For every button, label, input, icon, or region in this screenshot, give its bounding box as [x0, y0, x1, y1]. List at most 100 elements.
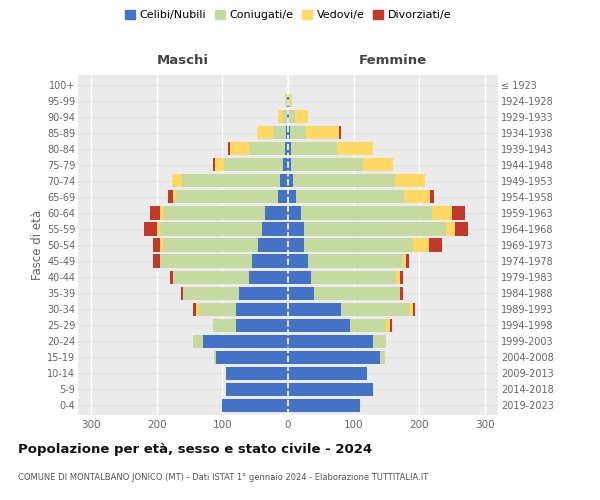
Bar [395, 174, 425, 188]
Bar [286, 142, 288, 156]
Bar [409, 302, 413, 316]
Bar [249, 142, 286, 156]
Y-axis label: Fasce di età: Fasce di età [31, 210, 44, 280]
Bar [154, 254, 160, 268]
Bar [288, 334, 373, 348]
Bar [265, 206, 288, 220]
Bar [293, 174, 395, 188]
Bar [216, 350, 288, 364]
Bar [288, 126, 290, 140]
Bar [227, 142, 230, 156]
Bar [252, 254, 288, 268]
Bar [413, 238, 429, 252]
Bar [341, 302, 409, 316]
Bar [290, 142, 337, 156]
Bar [301, 206, 433, 220]
Bar [154, 238, 160, 252]
Bar [223, 399, 288, 412]
Bar [404, 190, 430, 203]
Bar [214, 350, 216, 364]
Bar [311, 270, 396, 283]
Bar [160, 238, 163, 252]
Bar [257, 126, 273, 140]
Bar [150, 206, 160, 220]
Bar [172, 174, 182, 188]
Bar [286, 126, 288, 140]
Bar [283, 110, 287, 124]
Bar [288, 238, 304, 252]
Bar [288, 366, 367, 380]
Bar [287, 110, 288, 124]
Bar [400, 286, 403, 300]
Bar [203, 334, 288, 348]
Bar [364, 158, 393, 172]
Bar [230, 142, 249, 156]
Bar [160, 222, 262, 235]
Bar [314, 286, 400, 300]
Bar [288, 399, 360, 412]
Bar [339, 126, 341, 140]
Bar [406, 254, 409, 268]
Bar [193, 302, 196, 316]
Bar [289, 94, 290, 107]
Bar [183, 286, 239, 300]
Bar [160, 206, 163, 220]
Bar [278, 110, 283, 124]
Bar [413, 302, 415, 316]
Bar [390, 318, 392, 332]
Bar [430, 190, 434, 203]
Bar [168, 190, 173, 203]
Bar [290, 94, 292, 107]
Text: COMUNE DI MONTALBANO JONICO (MT) - Dati ISTAT 1° gennaio 2024 - Elaborazione TUT: COMUNE DI MONTALBANO JONICO (MT) - Dati … [18, 472, 428, 482]
Bar [286, 94, 287, 107]
Bar [143, 222, 157, 235]
Bar [288, 94, 289, 107]
Bar [288, 110, 289, 124]
Bar [455, 222, 469, 235]
Bar [288, 174, 293, 188]
Bar [288, 158, 291, 172]
Legend: Celibi/Nubili, Coniugati/e, Vedovi/e, Divorziati/e: Celibi/Nubili, Coniugati/e, Vedovi/e, Di… [120, 6, 456, 25]
Bar [173, 190, 176, 203]
Text: Popolazione per età, sesso e stato civile - 2024: Popolazione per età, sesso e stato civil… [18, 442, 372, 456]
Bar [380, 350, 385, 364]
Text: Femmine: Femmine [359, 54, 427, 66]
Bar [215, 158, 224, 172]
Bar [283, 158, 288, 172]
Bar [304, 222, 445, 235]
Bar [288, 222, 304, 235]
Bar [403, 254, 406, 268]
Bar [288, 286, 314, 300]
Bar [288, 254, 308, 268]
Bar [173, 270, 248, 283]
Bar [445, 222, 455, 235]
Bar [386, 318, 390, 332]
Bar [288, 318, 350, 332]
Bar [295, 110, 308, 124]
Bar [248, 270, 288, 283]
Bar [163, 238, 259, 252]
Bar [262, 222, 288, 235]
Bar [290, 126, 307, 140]
Bar [182, 174, 280, 188]
Bar [350, 318, 386, 332]
Bar [291, 158, 364, 172]
Bar [288, 383, 373, 396]
Bar [285, 94, 286, 107]
Bar [160, 254, 252, 268]
Bar [337, 142, 373, 156]
Bar [181, 286, 183, 300]
Bar [224, 158, 283, 172]
Text: Maschi: Maschi [157, 54, 209, 66]
Bar [280, 174, 288, 188]
Bar [288, 302, 341, 316]
Bar [373, 334, 386, 348]
Bar [396, 270, 400, 283]
Bar [288, 142, 290, 156]
Bar [288, 350, 380, 364]
Bar [212, 158, 215, 172]
Bar [304, 238, 413, 252]
Bar [308, 254, 403, 268]
Bar [307, 126, 339, 140]
Bar [196, 302, 199, 316]
